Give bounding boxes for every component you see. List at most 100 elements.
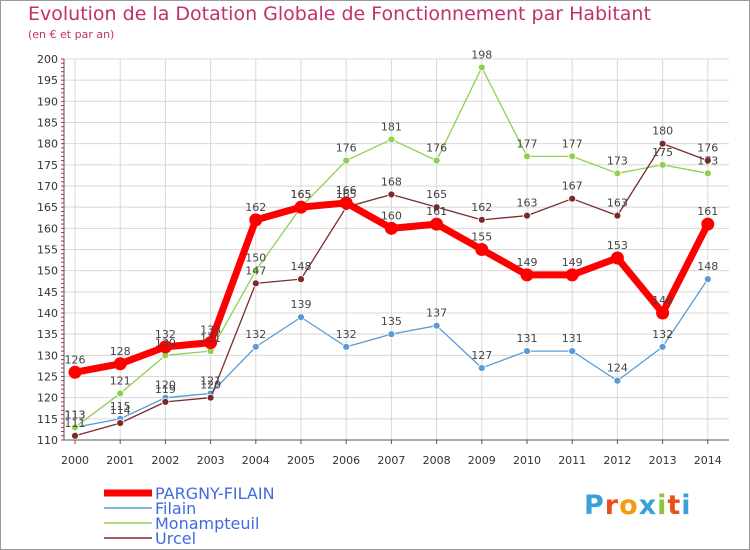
- series-layer: [68, 63, 715, 440]
- data-point: [656, 306, 670, 320]
- legend-label: PARGNY-FILAIN: [155, 484, 275, 503]
- data-label: 161: [426, 205, 447, 218]
- logo-letter: i: [681, 490, 692, 521]
- data-label: 131: [517, 332, 538, 345]
- data-label: 132: [336, 328, 357, 341]
- data-label: 130: [155, 336, 176, 349]
- data-point: [249, 213, 263, 227]
- data-label: 120: [200, 379, 221, 392]
- data-label: 153: [607, 239, 628, 252]
- y-tick-label: 180: [37, 138, 58, 151]
- data-label: 167: [562, 180, 583, 193]
- x-tick-label: 2014: [694, 454, 722, 467]
- data-point: [297, 313, 305, 322]
- data-label: 114: [110, 404, 131, 417]
- data-point: [432, 321, 441, 330]
- data-point: [387, 135, 396, 144]
- data-label: 173: [607, 154, 628, 167]
- data-label: 132: [652, 328, 673, 341]
- proxiti-logo: Proxiti: [584, 490, 692, 521]
- y-tick-label: 185: [37, 117, 58, 130]
- data-point: [432, 203, 441, 212]
- x-tick-label: 2000: [61, 454, 89, 467]
- y-tick-label: 135: [37, 328, 58, 341]
- data-point: [206, 393, 215, 402]
- data-point: [523, 152, 531, 161]
- data-point: [703, 275, 712, 284]
- x-tick-label: 2001: [106, 454, 134, 467]
- data-point: [384, 221, 398, 235]
- data-label: 133: [200, 324, 221, 337]
- data-point: [158, 340, 172, 354]
- data-point: [204, 336, 218, 350]
- data-label: 124: [607, 362, 628, 375]
- data-point: [251, 266, 260, 275]
- logo-letter: t: [667, 490, 682, 521]
- y-tick-label: 155: [37, 244, 58, 257]
- y-tick-label: 200: [37, 53, 58, 66]
- data-point: [116, 419, 125, 427]
- x-tick-label: 2006: [332, 454, 360, 467]
- data-label: 131: [200, 332, 221, 345]
- data-point: [610, 251, 624, 265]
- data-label: 113: [65, 408, 86, 421]
- data-point: [658, 160, 667, 169]
- data-point: [658, 342, 667, 351]
- data-label: 149: [562, 256, 583, 269]
- data-point: [701, 217, 715, 231]
- data-label: 162: [245, 201, 266, 214]
- x-tick-label: 2004: [242, 454, 270, 467]
- data-point: [71, 423, 79, 432]
- data-label: 121: [200, 374, 221, 387]
- data-label: 121: [110, 374, 131, 387]
- data-point: [613, 211, 622, 220]
- data-point: [116, 389, 125, 398]
- data-label: 165: [291, 188, 312, 201]
- legend-label: Monampteuil: [155, 514, 259, 533]
- data-label: 137: [426, 307, 447, 320]
- data-point: [297, 275, 305, 284]
- data-label: 166: [336, 184, 357, 197]
- data-label: 176: [697, 142, 718, 155]
- data-label: 175: [652, 146, 673, 159]
- x-tick-label: 2002: [151, 454, 179, 467]
- data-label: 176: [426, 142, 447, 155]
- x-tick-label: 2010: [513, 454, 541, 467]
- data-label: 148: [697, 260, 718, 273]
- data-point: [477, 364, 486, 372]
- logo-letter: P: [584, 490, 605, 521]
- data-label: 168: [381, 175, 402, 188]
- data-point: [432, 156, 441, 165]
- data-point: [703, 169, 712, 178]
- data-label: 165: [336, 188, 357, 201]
- data-point: [565, 268, 579, 282]
- data-label: 177: [562, 137, 583, 150]
- data-point: [613, 169, 622, 178]
- x-tick-label: 2011: [558, 454, 586, 467]
- data-point: [339, 196, 353, 210]
- data-label: 126: [65, 353, 86, 366]
- y-tick-label: 130: [37, 349, 58, 362]
- data-label: 181: [381, 120, 402, 133]
- data-point: [342, 342, 351, 351]
- x-tick-label: 2007: [377, 454, 405, 467]
- data-label: 155: [471, 231, 492, 244]
- x-tick-label: 2005: [287, 454, 315, 467]
- data-label: 120: [155, 379, 176, 392]
- data-point: [251, 342, 260, 351]
- data-label: 176: [336, 142, 357, 155]
- data-label: 148: [291, 260, 312, 273]
- y-tick-label: 115: [37, 413, 58, 426]
- logo-letter: r: [604, 490, 620, 521]
- y-tick-label: 150: [37, 265, 58, 278]
- x-tick-label: 2013: [649, 454, 677, 467]
- data-point: [568, 194, 577, 203]
- data-point: [523, 347, 531, 356]
- data-point: [387, 190, 396, 199]
- chart-title: Evolution de la Dotation Globale de Fonc…: [28, 3, 651, 25]
- x-tick-label: 2009: [468, 454, 496, 467]
- data-point: [613, 376, 622, 385]
- data-label: 127: [471, 349, 492, 362]
- data-point: [568, 347, 577, 356]
